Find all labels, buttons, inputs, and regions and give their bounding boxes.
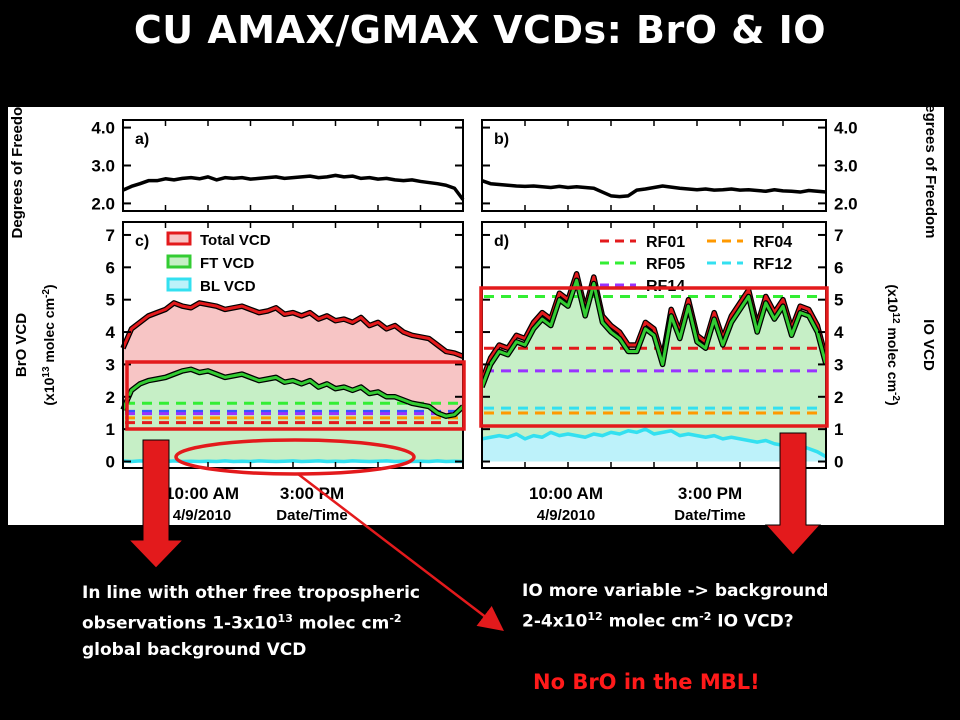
legend-swatch [166, 254, 192, 269]
panel-letter: d) [494, 233, 509, 250]
x-tick-label: 3:00 PM [678, 484, 742, 503]
slide-title: CU AMAX/GMAX VCDs: BrO & IO [133, 8, 827, 52]
y-tick-label: 6 [106, 258, 115, 277]
y-tick-label: 5 [106, 291, 115, 310]
x-date-label: 4/9/2010 [537, 507, 595, 524]
x-tick-label: 3:00 PM [280, 484, 344, 503]
panel-b: 4.0 3.0 2.0 b) [481, 119, 858, 213]
y-tick-label: 3.0 [834, 157, 858, 176]
highlight-box-right [479, 286, 829, 428]
no-bro-mbl-note: No BrO in the MBL! [533, 670, 760, 694]
legend-label: RF12 [753, 256, 792, 273]
y-tick-label: 5 [834, 291, 843, 310]
y-tick-label: 4 [834, 323, 844, 342]
legend-label: RF01 [646, 234, 685, 251]
y-tick-label: 0 [834, 453, 843, 472]
note-right-line2: 2-4x1012 molec cm-2 IO VCD? [522, 610, 794, 632]
y-tick-label: 3 [834, 355, 843, 374]
series-line [122, 173, 465, 201]
y-tick-label: 2 [106, 388, 115, 407]
x-axis-title: Date/Time [674, 507, 745, 524]
y-tick-label: 7 [834, 226, 843, 245]
left-bro-units-label: (x1013 molec cm-2) [41, 284, 58, 405]
panel-c: 7 6 5 4 3 2 1 0 c) Total VCD FT VCD BL VCD [106, 221, 465, 472]
legend-label: Total VCD [200, 232, 271, 249]
legend-label: BL VCD [200, 278, 256, 295]
y-tick-label: 0 [106, 453, 115, 472]
panel-letter: c) [135, 233, 149, 250]
highlight-box-left [125, 360, 466, 431]
left-dof-label-line1: Degrees of Freedom [9, 93, 26, 238]
x-date-label: 4/9/2010 [173, 507, 231, 524]
series-line [480, 272, 828, 382]
right-io-vcd-label: IO VCD [920, 319, 937, 371]
pointer-arrow [297, 473, 504, 632]
right-dof-label: Degrees of Freedom [922, 93, 939, 238]
x-axis-left: 10:00 AM 3:00 PM 4/9/2010 Date/Time [165, 484, 348, 524]
left-bro-vcd-label: BrO VCD [13, 313, 30, 377]
series-line [121, 367, 465, 418]
y-tick-label: 4.0 [834, 119, 858, 138]
x-axis-right: 10:00 AM 3:00 PM 4/9/2010 Date/Time [529, 484, 746, 524]
x-axis-title: Date/Time [276, 507, 347, 524]
series-line [480, 278, 828, 388]
note-left: In line with other free tropospheric obs… [82, 580, 420, 663]
legend-label: FT VCD [200, 255, 254, 272]
panel-letter: a) [135, 131, 149, 148]
note-left-line2: observations 1-3x1013 molec cm-2 [82, 612, 402, 634]
y-tick-label: 4.0 [91, 119, 115, 138]
y-tick-label: 2.0 [834, 194, 858, 213]
y-tick-label: 3 [106, 355, 115, 374]
y-tick-label: 3.0 [91, 157, 115, 176]
series-line [481, 427, 827, 459]
down-arrow-left [127, 439, 185, 569]
legend-swatch [166, 231, 192, 246]
y-tick-label: 2.0 [91, 194, 115, 213]
area-bl-vcd [482, 429, 826, 462]
series-line [481, 179, 827, 199]
highlight-ellipse [174, 438, 416, 476]
down-arrow-right [764, 432, 822, 556]
x-tick-label: 10:00 AM [529, 484, 603, 503]
note-left-line1: In line with other free tropospheric [82, 583, 420, 603]
y-tick-label: 7 [106, 226, 115, 245]
y-tick-label: 2 [834, 388, 843, 407]
note-left-line3: global background VCD [82, 639, 307, 660]
right-io-units-label: (x1012 molec cm-2) [885, 284, 902, 405]
series-line [121, 301, 464, 358]
legend-label: RF05 [646, 256, 685, 273]
panel-letter: b) [494, 131, 509, 148]
y-tick-label: 1 [106, 420, 115, 439]
legend-label: RF04 [753, 234, 792, 251]
legend-swatch [166, 277, 192, 292]
panel-a: 4.0 3.0 2.0 a) [91, 119, 465, 213]
note-right-line1: IO more variable -> background [522, 581, 829, 601]
note-right: IO more variable -> background 2-4x1012 … [522, 578, 828, 635]
y-tick-label: 4 [106, 323, 116, 342]
x-tick-label: 10:00 AM [165, 484, 239, 503]
y-tick-label: 6 [834, 258, 843, 277]
y-tick-label: 1 [834, 420, 843, 439]
